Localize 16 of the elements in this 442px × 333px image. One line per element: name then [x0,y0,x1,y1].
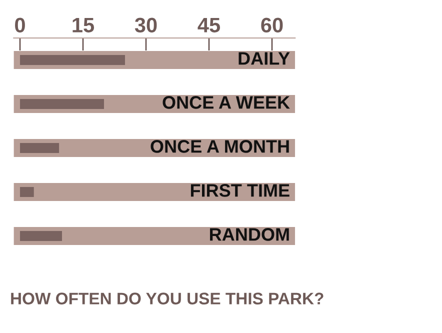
y-tick-label: FIRST TIME [190,184,290,197]
x-tick-label: 0 [15,18,25,32]
y-tick-label: ONCE A WEEK [162,96,290,109]
bar [20,230,62,242]
y-tick-label: DAILY [238,52,290,65]
y-tick-label: RANDOM [210,228,289,241]
text: HOW OFTEN DO YOU USE THIS PARK? [11,292,324,304]
x-tick-label: 30 [134,18,157,33]
x-tick-label: 15 [72,18,94,32]
bar [20,98,104,110]
bar [20,186,34,198]
y-tick-label: ONCE A MONTH [150,140,289,153]
x-tick-label: 60 [261,18,283,32]
bar [20,142,60,154]
bar [20,54,125,66]
x-tick-label: 45 [198,18,220,32]
